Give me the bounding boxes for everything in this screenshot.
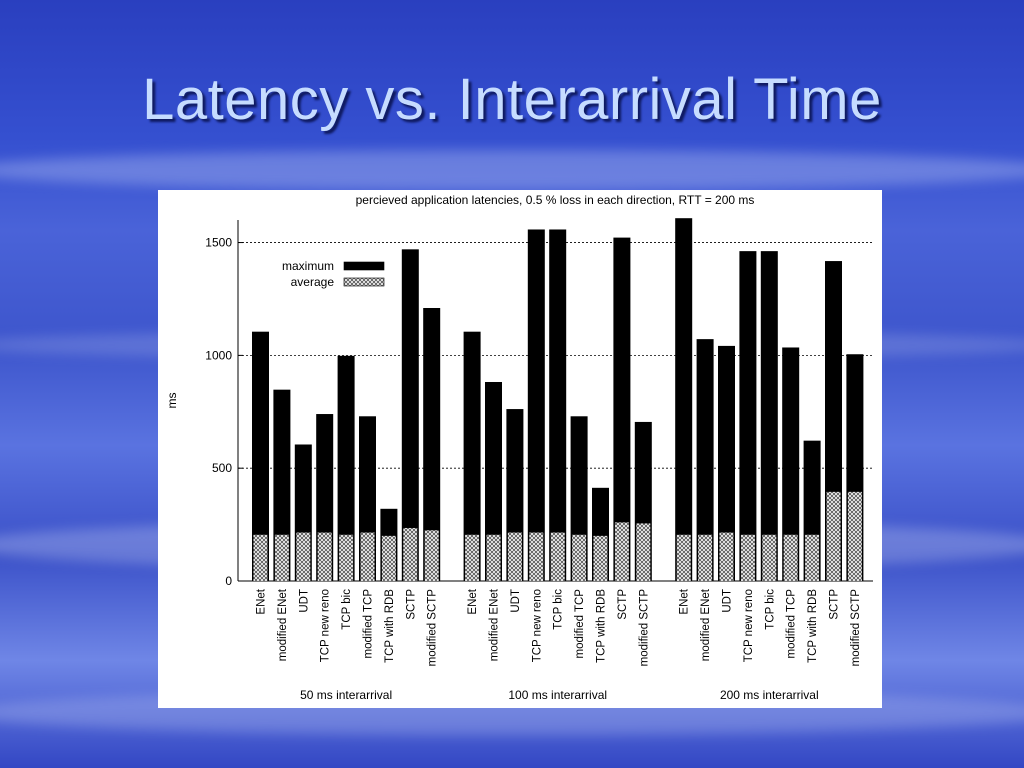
bar-maximum [527, 229, 545, 581]
category-label: TCP bic [553, 589, 565, 630]
category-label: modified ENet [489, 588, 501, 661]
bar-average [507, 532, 522, 581]
bar-average [339, 534, 354, 581]
bar-average [403, 527, 418, 581]
category-label: SCTP [829, 589, 841, 620]
bar-average [593, 535, 608, 581]
category-label: ENet [256, 588, 268, 614]
bar-average [847, 491, 862, 581]
bar-average [698, 534, 713, 581]
legend-swatch [343, 277, 385, 287]
category-label: modified TCP [786, 589, 798, 659]
group-label: 50 ms interarrival [300, 688, 392, 702]
bar-average [424, 530, 439, 581]
bar-average [636, 523, 651, 581]
category-label: ENet [467, 588, 479, 614]
category-label: SCTP [617, 589, 629, 620]
category-label: TCP new reno [743, 589, 755, 662]
category-label: modified SCTP [427, 589, 439, 667]
bar-maximum [696, 339, 714, 581]
category-label: TCP new reno [320, 589, 332, 662]
category-label: modified ENet [700, 588, 712, 661]
bar-average [762, 534, 777, 581]
category-label: UDT [510, 589, 522, 613]
category-label: UDT [298, 589, 310, 613]
y-tick-label: 500 [212, 461, 232, 475]
category-label: modified TCP [574, 589, 586, 659]
bar-maximum [273, 389, 291, 581]
bar-average [783, 534, 798, 581]
category-label: UDT [722, 589, 734, 613]
bar-maximum [739, 251, 757, 582]
bar-average [317, 532, 332, 581]
bar-average [572, 534, 587, 581]
category-label: ENet [679, 588, 691, 614]
category-label: TCP bic [764, 589, 776, 630]
bar-average [676, 534, 691, 581]
bar-average [274, 534, 289, 581]
y-tick-label: 0 [225, 574, 232, 588]
category-label: TCP bic [341, 589, 353, 630]
y-tick-label: 1500 [205, 236, 232, 250]
bar-maximum [337, 355, 355, 581]
category-label: modified ENet [277, 588, 289, 661]
bar-maximum [252, 331, 269, 581]
group-label: 200 ms interarrival [720, 688, 819, 702]
bar-average [360, 532, 375, 581]
category-label: modified SCTP [638, 589, 650, 667]
y-axis-label: ms [165, 393, 179, 409]
bar-average [740, 534, 755, 581]
bar-average [614, 522, 629, 581]
bar-maximum [401, 249, 419, 582]
legend-label: maximum [282, 259, 334, 273]
legend-label: average [291, 275, 335, 289]
bar-maximum [782, 347, 800, 581]
latency-bar-chart: percieved application latencies, 0.5 % l… [165, 193, 873, 702]
bar-average [465, 534, 480, 581]
bar-average [826, 491, 841, 581]
chart-title: percieved application latencies, 0.5 % l… [356, 193, 755, 207]
bar-maximum [718, 345, 735, 581]
bar-maximum [423, 307, 441, 581]
bar-maximum [549, 229, 567, 581]
category-label: TCP with RDB [596, 589, 608, 663]
bar-average [296, 532, 311, 581]
bar-maximum [463, 331, 481, 581]
group-label: 100 ms interarrival [508, 688, 607, 702]
bar-average [550, 532, 565, 581]
legend-swatch [343, 261, 385, 271]
background-streak [0, 150, 1024, 190]
category-label: modified TCP [363, 589, 375, 659]
bar-maximum [675, 218, 693, 581]
bar-average [486, 534, 501, 581]
bar-average [719, 532, 734, 581]
chart-panel: percieved application latencies, 0.5 % l… [158, 190, 882, 708]
y-tick-label: 1000 [205, 348, 232, 362]
bar-average [381, 535, 396, 581]
category-label: TCP with RDB [807, 589, 819, 663]
bar-average [529, 532, 544, 581]
category-label: TCP new reno [531, 589, 543, 662]
bar-maximum [485, 381, 502, 581]
category-label: TCP with RDB [384, 589, 396, 663]
bar-average [253, 534, 268, 581]
bar-maximum [613, 237, 631, 581]
category-label: modified SCTP [850, 589, 862, 667]
bar-maximum [760, 251, 778, 582]
category-label: SCTP [405, 589, 417, 620]
slide-title: Latency vs. Interarrival Time [142, 67, 882, 132]
bar-average [805, 534, 820, 581]
